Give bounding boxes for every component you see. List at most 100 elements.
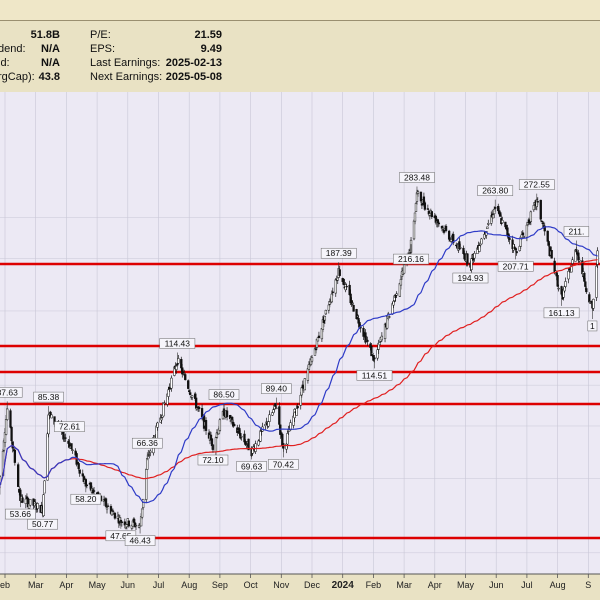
candle [240,435,243,441]
stat-label: Last Earnings: [90,57,161,69]
swing-annotation: 85.38 [33,391,64,415]
svg-text:207.71: 207.71 [503,261,529,271]
candle [289,419,292,431]
swing-annotation: 46.43 [124,525,156,546]
x-tick-label: Oct [244,580,259,590]
svg-text:87.63: 87.63 [0,387,18,397]
candle [414,202,418,212]
candle [92,487,96,495]
candle [452,231,455,246]
swing-annotation: 66.36 [131,437,163,461]
stat-value: N/A [41,43,60,55]
candle [296,403,299,409]
svg-text:72.61: 72.61 [59,422,81,432]
candle [323,315,327,325]
swing-annotation: 187.39 [320,247,357,271]
candle [430,210,433,219]
candle [78,469,81,477]
x-tick-label: Jun [489,580,504,590]
candle [218,418,222,433]
candle [9,408,12,429]
swing-annotation: 194.93 [452,263,489,284]
svg-text:47.65: 47.65 [110,531,132,541]
swing-annotation: 53.66 [5,499,36,520]
candle [419,191,423,204]
svg-text:114.51: 114.51 [362,370,388,380]
x-tick-label: Mar [396,580,412,590]
candle [550,246,553,259]
candle [113,512,117,520]
candle [111,508,115,512]
candle [303,378,306,391]
candle [366,336,369,346]
x-tick-label: Jul [153,580,165,590]
stat-label: P/E: [90,29,111,41]
svg-text:72.10: 72.10 [202,455,224,465]
candle [423,200,427,211]
candle [156,421,159,431]
candle [71,448,74,454]
candle [239,429,242,440]
candle [331,287,334,297]
candle [104,497,108,508]
svg-text:216.16: 216.16 [398,254,424,264]
candle [145,468,148,504]
candle [380,332,384,342]
ma-long-line [0,258,598,489]
svg-text:114.43: 114.43 [165,338,191,348]
candle [392,299,395,309]
candle [197,405,201,412]
candle [21,494,24,504]
stat-row: 51.8B P/E: 21.59 [0,28,600,42]
svg-text:58.20: 58.20 [75,494,97,504]
candle [338,265,341,277]
chart-frame[interactable]: 87.63 53.66 85.38 50.77 72.61 58.20 47.65 66.36… [0,92,600,600]
candle [225,407,229,421]
swing-annotation: 86.50 [208,389,240,412]
candle [142,498,145,510]
candle [13,446,17,466]
candle [529,210,533,226]
svg-text:46.43: 46.43 [129,536,151,546]
svg-text:263.80: 263.80 [482,186,508,196]
stat-label: dend: [0,43,26,55]
x-tick-label: Sep [212,580,228,590]
x-tick-label: Dec [304,580,321,590]
candle [170,375,173,392]
candle [268,410,271,422]
candle [595,263,598,301]
swing-annotation: 207.71 [497,251,534,272]
swing-annotation: 1 [587,310,598,332]
candle [584,277,587,290]
candle [426,204,430,211]
annotations: 87.63 53.66 85.38 50.77 72.61 58.20 47.65 66.36… [0,172,598,546]
candle [592,298,595,312]
candle [387,311,390,321]
svg-text:272.55: 272.55 [524,180,550,190]
candle [310,354,314,364]
stat-label: EPS: [90,43,116,55]
stat-value: 2025-05-08 [165,71,222,83]
svg-text:161.13: 161.13 [549,308,575,318]
x-tick-label: Nov [273,580,290,590]
candle [36,502,39,513]
swing-annotation: 50.77 [27,509,58,530]
swing-annotation: 263.80 [477,185,514,208]
x-tick-label: eb [0,580,10,590]
stats-panel: 51.8B P/E: 21.59 dend: N/A EPS: 9.49 ld:… [0,28,600,90]
candle [324,309,328,316]
candle [106,503,110,507]
candle [412,219,416,241]
candle [42,493,45,518]
candle [278,402,281,429]
candle [596,247,599,269]
candle [233,423,236,427]
stat-row: dend: N/A EPS: 9.49 [0,42,600,56]
price-chart[interactable]: 87.63 53.66 85.38 50.77 72.61 58.20 47.65 66.36… [0,92,600,600]
candle [585,286,588,294]
candle [140,508,144,520]
candle [399,275,403,290]
candle [395,291,398,297]
swing-annotation: 70.42 [268,449,299,470]
swing-annotation: 114.51 [356,360,393,381]
